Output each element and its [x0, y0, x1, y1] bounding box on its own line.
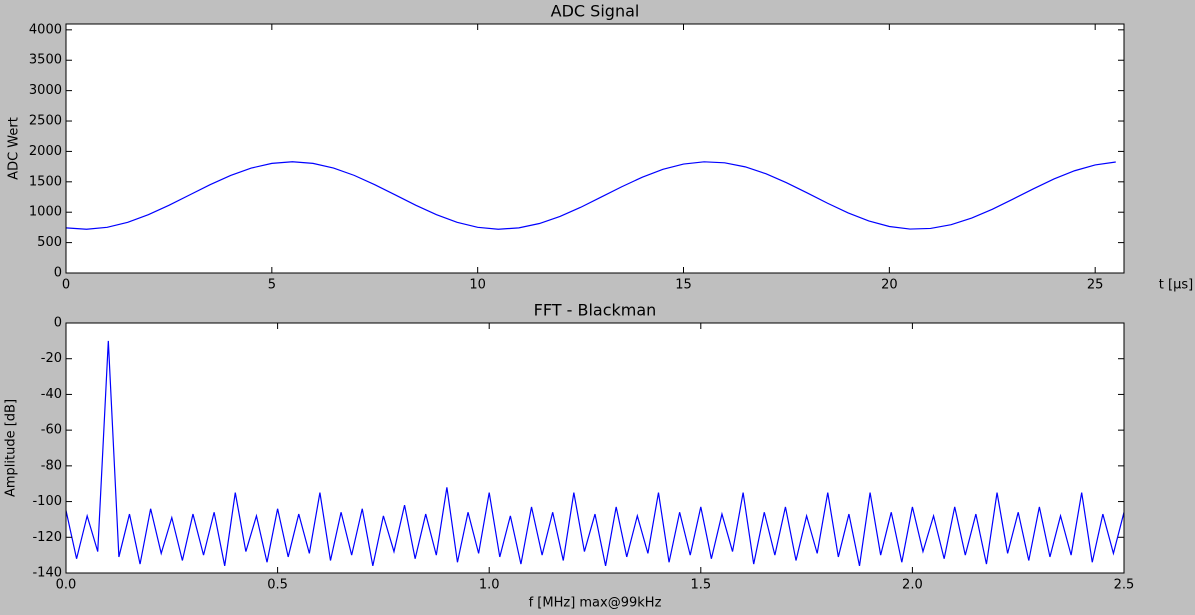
chart-title: ADC Signal — [551, 2, 640, 21]
y-tick-label: -60 — [41, 423, 62, 438]
y-axis-label: Amplitude [dB] — [4, 399, 19, 497]
chart-title: FFT - Blackman — [534, 301, 657, 320]
x-tick-label: 1.0 — [479, 578, 500, 593]
y-tick-label: 3000 — [29, 83, 62, 98]
signal-line — [66, 340, 1124, 566]
y-tick-label: 3500 — [29, 53, 62, 68]
y-tick-label: -20 — [41, 351, 62, 366]
x-tick-label: 20 — [881, 278, 898, 293]
x-tick-label: 15 — [675, 278, 692, 293]
y-tick-label: 2500 — [29, 114, 62, 129]
x-tick-label: 2.0 — [902, 578, 923, 593]
x-axis-label: f [MHz] max@99kHz — [529, 596, 662, 611]
x-tick-label: 2.5 — [1114, 578, 1135, 593]
x-tick-label: 0 — [62, 278, 70, 293]
x-tick-label: 0.5 — [267, 578, 288, 593]
y-tick-label: -40 — [41, 387, 62, 402]
plot-frame — [65, 23, 1125, 274]
y-tick-label: 0 — [54, 266, 62, 281]
y-tick-label: 500 — [37, 235, 62, 250]
y-tick-label: -80 — [41, 458, 62, 473]
x-axis-label: t [μs] — [1159, 278, 1193, 293]
y-tick-label: 2000 — [29, 144, 62, 159]
x-tick-label: 0.0 — [56, 578, 77, 593]
y-tick-label: -120 — [32, 530, 62, 545]
y-tick-label: -140 — [32, 566, 62, 581]
plot-frame — [65, 322, 1125, 574]
y-tick-label: 0 — [54, 316, 62, 331]
y-axis-label: ADC Wert — [7, 117, 22, 180]
x-tick-label: 5 — [268, 278, 276, 293]
x-tick-label: 25 — [1087, 278, 1104, 293]
x-tick-label: 10 — [469, 278, 486, 293]
y-tick-label: 4000 — [29, 22, 62, 37]
y-tick-label: 1500 — [29, 174, 62, 189]
y-tick-label: 1000 — [29, 205, 62, 220]
plot-area — [66, 24, 1124, 273]
signal-line — [66, 161, 1116, 230]
y-tick-label: -100 — [32, 494, 62, 509]
plot-area — [66, 323, 1124, 573]
x-tick-label: 1.5 — [690, 578, 711, 593]
